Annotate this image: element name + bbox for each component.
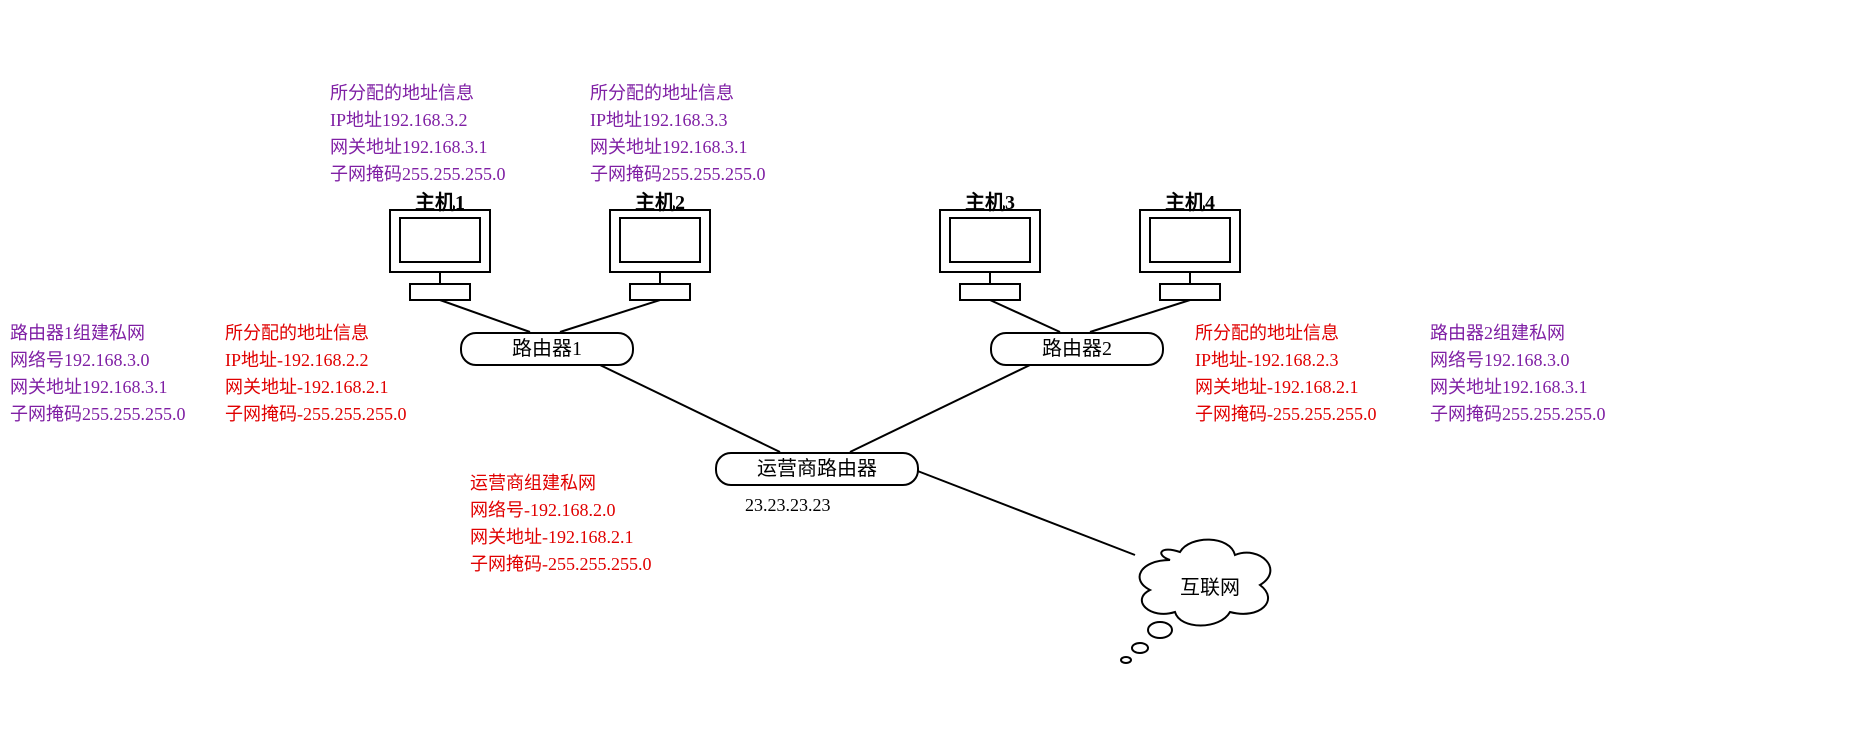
edge-host2-router1 — [560, 300, 660, 332]
router1-private-block: 路由器1组建私网 网络号192.168.3.0 网关地址192.168.3.1 … — [10, 320, 186, 428]
host1-info-block: 所分配的地址信息 IP地址192.168.3.2 网关地址192.168.3.1… — [330, 80, 506, 188]
isp-router-node: 运营商路由器 — [715, 452, 919, 486]
host2-info-block: 所分配的地址信息 IP地址192.168.3.3 网关地址192.168.3.1… — [590, 80, 766, 188]
host1-label: 主机1 — [415, 186, 465, 215]
host2-icon — [610, 210, 710, 300]
router1-node: 路由器1 — [460, 332, 634, 366]
host2-label: 主机2 — [635, 186, 685, 215]
router2-assigned-block: 所分配的地址信息 IP地址-192.168.2.3 网关地址-192.168.2… — [1195, 320, 1377, 428]
edge-router1-isp — [600, 365, 780, 452]
edge-host1-router1 — [440, 300, 530, 332]
edge-host3-router2 — [990, 300, 1060, 332]
host4-icon — [1140, 210, 1240, 300]
edge-router2-isp — [850, 365, 1030, 452]
edge-host4-router2 — [1090, 300, 1190, 332]
internet-label: 互联网 — [1180, 573, 1240, 603]
isp-ip-label: 23.23.23.23 — [745, 492, 831, 519]
host4-label: 主机4 — [1165, 186, 1215, 215]
router2-node: 路由器2 — [990, 332, 1164, 366]
router1-assigned-block: 所分配的地址信息 IP地址-192.168.2.2 网关地址-192.168.2… — [225, 320, 407, 428]
edge-isp-internet — [915, 470, 1135, 555]
isp-private-block: 运营商组建私网 网络号-192.168.2.0 网关地址-192.168.2.1… — [470, 470, 652, 578]
host1-icon — [390, 210, 490, 300]
network-diagram: 主机1 主机2 主机3 主机4 路由器1 路由器2 运营商路由器 23.23.2… — [0, 0, 1876, 749]
router2-private-block: 路由器2组建私网 网络号192.168.3.0 网关地址192.168.3.1 … — [1430, 320, 1606, 428]
host3-label: 主机3 — [965, 186, 1015, 215]
host3-icon — [940, 210, 1040, 300]
